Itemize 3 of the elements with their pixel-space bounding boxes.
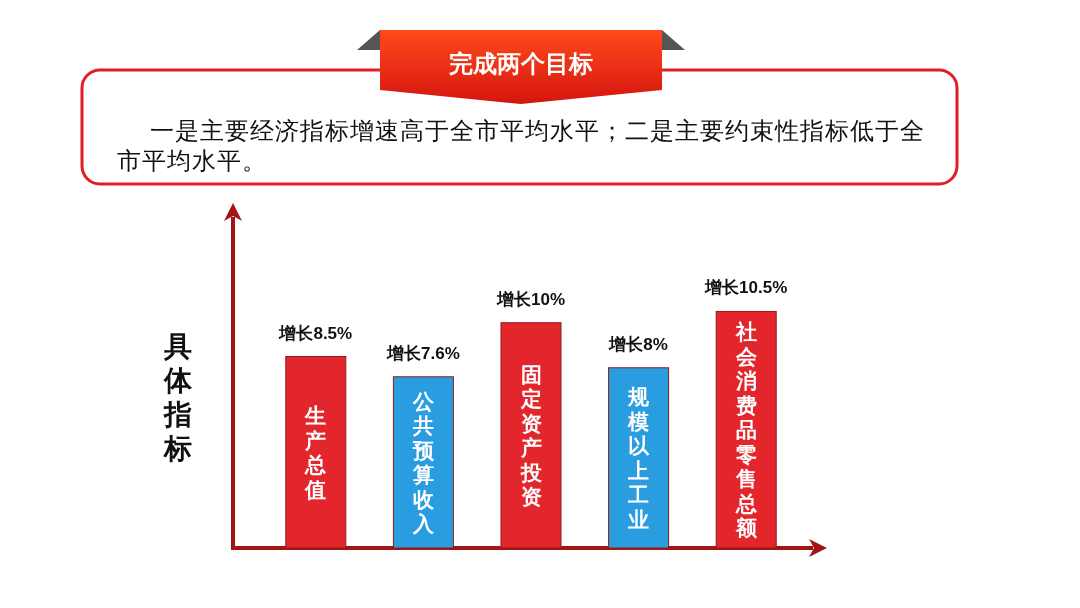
title: 完成两个目标 [449,50,593,77]
annotation: 一是主要经济指标增速高于全市平均水平；二是主要约束性指标低于全市平均水平。 [117,117,926,176]
ylabel: 具体指标 [164,331,192,465]
